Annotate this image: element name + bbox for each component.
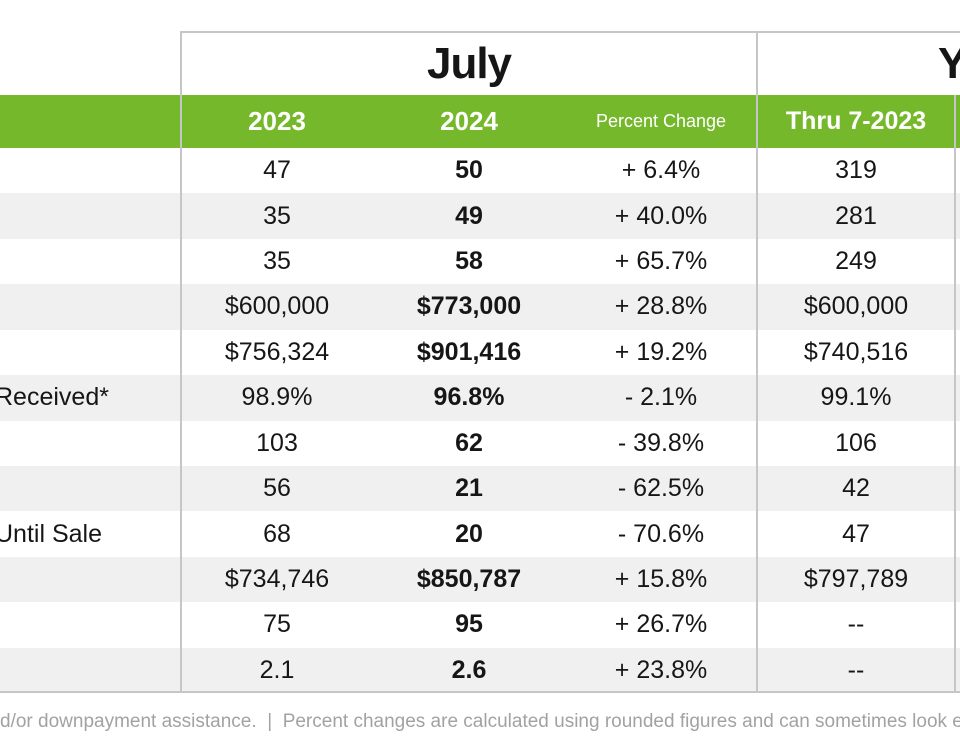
cell-percent-change: + 6.4% [621, 156, 701, 185]
row-label [0, 239, 181, 284]
row-label [0, 421, 181, 466]
july-section-title: July [426, 39, 512, 88]
footnote-text: d/or downpayment assistance. | Percent c… [0, 710, 960, 732]
cell-july-2024: $901,416 [416, 337, 522, 366]
cell-july-2024: 96.8% [433, 383, 505, 412]
label-column-divider [180, 31, 182, 693]
cell-percent-change: - 39.8% [617, 428, 705, 457]
cell-thru-7-2023: $797,789 [803, 565, 909, 593]
july-ytd-divider [756, 31, 758, 693]
table-row: 35 49 + 40.0% 281 [0, 193, 960, 239]
cell-thru-7-2023: $600,000 [803, 292, 909, 321]
cell-thru-7-2023: $740,516 [803, 337, 909, 366]
cell-thru-7-2023: 106 [835, 428, 877, 457]
cell-july-2023: 35 [263, 247, 291, 276]
row-label [0, 648, 181, 693]
cell-july-2024: 50 [455, 156, 483, 185]
table-row: 47 50 + 6.4% 319 [0, 148, 960, 194]
row-label [0, 330, 181, 375]
row-label [0, 284, 181, 329]
table-row: $734,746 $850,787 + 15.8% $797,789 [0, 556, 960, 603]
cell-july-2023: $734,746 [224, 565, 330, 593]
cell-percent-change: + 23.8% [614, 655, 708, 684]
table-row: 2.1 2.6 + 23.8% -- [0, 647, 960, 694]
thru-column-divider [954, 95, 956, 693]
cell-july-2023: 103 [256, 428, 298, 457]
cell-july-2024: $773,000 [416, 292, 522, 321]
cell-percent-change: + 28.8% [614, 292, 708, 321]
cell-thru-7-2023: 249 [835, 247, 877, 276]
cell-percent-change: + 40.0% [614, 201, 708, 230]
cell-thru-7-2023: 47 [842, 519, 870, 548]
cell-thru-7-2023: -- [847, 610, 865, 639]
cell-percent-change: - 62.5% [617, 474, 705, 503]
cell-thru-7-2023: -- [847, 655, 865, 684]
label-column-header [0, 95, 181, 148]
cell-july-2024: 21 [455, 474, 483, 503]
cell-july-2024: $850,787 [416, 565, 522, 593]
table-row: 103 62 - 39.8% 106 [0, 420, 960, 466]
cell-july-2023: $756,324 [224, 337, 330, 366]
cell-july-2024: 2.6 [451, 655, 487, 684]
cell-july-2023: $600,000 [224, 292, 330, 321]
row-label [0, 557, 181, 602]
cell-july-2024: 49 [455, 201, 483, 230]
row-label [0, 148, 181, 193]
row-label [0, 193, 181, 238]
cell-thru-7-2023: 99.1% [820, 383, 892, 412]
cell-percent-change: + 15.8% [614, 565, 708, 593]
cell-july-2024: 62 [455, 428, 483, 457]
ytd-section-title: Y [938, 39, 960, 88]
table-row: Until Sale 68 20 - 70.6% 47 [0, 511, 960, 557]
table-row: 75 95 + 26.7% -- [0, 602, 960, 648]
cell-july-2023: 35 [263, 201, 291, 230]
column-header-percent-change: Percent Change [595, 111, 727, 131]
cell-percent-change: - 70.6% [617, 519, 705, 548]
row-label: Until Sale [0, 519, 102, 548]
row-label: Received* [0, 383, 109, 412]
table-top-border [181, 31, 960, 33]
cell-thru-7-2023: 42 [842, 474, 870, 503]
table-row: Received* 98.9% 96.8% - 2.1% 99.1% [0, 375, 960, 421]
table-body: 47 50 + 6.4% 319 35 49 + 40.0% 281 35 58… [0, 148, 960, 694]
cell-july-2023: 98.9% [241, 383, 313, 412]
cell-july-2023: 56 [263, 474, 291, 503]
column-header-bar: 2023 2024 Percent Change Thru 7-2023 [0, 95, 960, 148]
row-label [0, 602, 181, 647]
row-label [0, 466, 181, 511]
table-row: $600,000 $773,000 + 28.8% $600,000 [0, 284, 960, 330]
cell-percent-change: + 26.7% [614, 610, 708, 639]
cell-july-2023: 75 [263, 610, 291, 639]
column-header-2023: 2023 [248, 106, 306, 136]
cell-july-2024: 95 [455, 610, 483, 639]
cell-thru-7-2023: 319 [835, 156, 877, 185]
cell-percent-change: + 65.7% [614, 247, 708, 276]
cell-july-2023: 2.1 [259, 655, 295, 684]
table-bottom-border [0, 691, 960, 693]
column-header-2024: 2024 [440, 106, 498, 136]
cell-percent-change: + 19.2% [614, 337, 708, 366]
cell-july-2023: 47 [263, 156, 291, 185]
table-row: 35 58 + 65.7% 249 [0, 238, 960, 285]
cell-percent-change: - 2.1% [624, 383, 698, 412]
cell-july-2024: 58 [455, 247, 483, 276]
table-row: $756,324 $901,416 + 19.2% $740,516 [0, 329, 960, 376]
cell-thru-7-2023: 281 [835, 201, 877, 230]
cell-july-2024: 20 [455, 519, 483, 548]
cell-july-2023: 68 [263, 519, 291, 548]
column-header-thru-7-2023: Thru 7-2023 [785, 107, 927, 135]
table-row: 56 21 - 62.5% 42 [0, 465, 960, 512]
